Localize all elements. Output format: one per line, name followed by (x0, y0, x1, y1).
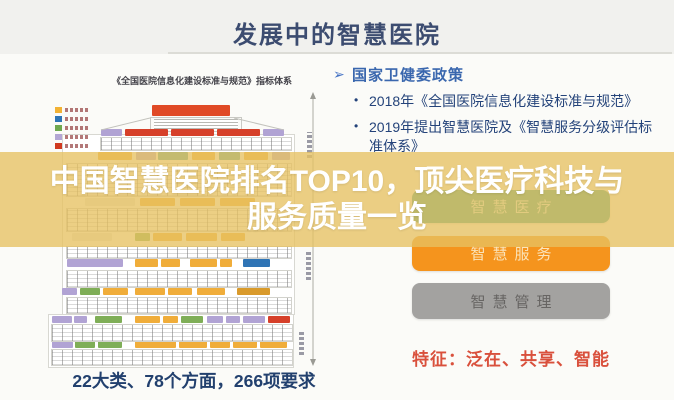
bar-segment (62, 288, 77, 295)
policy-bullet: 2018年《全国医院信息化建设标准与规范》 (352, 92, 666, 111)
bar-segment (243, 316, 265, 323)
diagram-legend (55, 107, 89, 149)
bar-segment (103, 288, 128, 295)
cell-strip (51, 324, 293, 342)
bar-segment (75, 341, 95, 348)
smart-management-box: 智慧管理 (412, 283, 610, 319)
cell-strip (66, 246, 292, 259)
chevron-right-icon: ➢ (333, 66, 345, 82)
slide-header: 发展中的智慧医院 (0, 0, 674, 54)
bar-segment (80, 288, 100, 295)
watermark-band: 中国智慧医院排名TOP10，顶尖医疗科技与 服务质量一览 (0, 152, 674, 247)
legend-item (55, 107, 89, 113)
page-title: 发展中的智慧医院 (233, 22, 441, 49)
bar-segment (135, 341, 176, 348)
bar-segment (171, 129, 214, 136)
diagram-title: 《全国医院信息化建设标准与规范》指标体系 (111, 76, 292, 86)
policy-bullet: 2019年提出智慧医院及《智慧服务分级评估标准体系》 (352, 118, 666, 156)
bar-segment (161, 259, 180, 267)
legend-label (65, 126, 89, 130)
legend-label (65, 144, 89, 148)
cell-strip (66, 297, 292, 314)
bar-segment (181, 316, 203, 323)
diagram-caption: 22大类、78个方面，266项要求 (72, 371, 316, 391)
bar-segment (101, 129, 122, 136)
pyramid-top-box (152, 105, 230, 116)
bar-segment (268, 316, 290, 323)
bar-segment (168, 288, 192, 295)
bar-segment (74, 316, 87, 323)
bar-segment (220, 259, 232, 267)
legend-swatch (55, 125, 62, 131)
axis-label-middle (306, 250, 311, 280)
bar-segment (190, 259, 217, 267)
legend-swatch (55, 134, 62, 140)
legend-swatch (55, 107, 62, 113)
bar-segment (260, 341, 287, 348)
bar-segment (197, 288, 225, 295)
bar-segment (207, 316, 223, 323)
bar-segment (217, 129, 260, 136)
bar-segment (95, 316, 122, 323)
bar-segment (52, 316, 72, 323)
legend-label (65, 108, 89, 112)
legend-label (65, 135, 89, 139)
policy-bullet-list: 2018年《全国医院信息化建设标准与规范》 2019年提出智慧医院及《智慧服务分… (352, 92, 666, 163)
bar-segment (179, 341, 207, 348)
bar-segment (163, 316, 178, 323)
watermark-line-1: 中国智慧医院排名TOP10，顶尖医疗科技与 (49, 165, 625, 198)
cell-strip (51, 349, 293, 366)
bar-segment (135, 316, 160, 323)
legend-item (55, 116, 89, 122)
watermark-line-2: 服务质量一览 (247, 201, 427, 234)
axis-label-top (307, 132, 312, 158)
bar-segment (135, 259, 158, 267)
legend-item (55, 125, 89, 131)
header-divider (168, 52, 672, 54)
bar-segment (243, 259, 270, 267)
bar-segment (125, 129, 168, 136)
bar-segment (52, 341, 73, 348)
bar-segment (67, 259, 123, 267)
bar-segment (263, 129, 284, 136)
axis-label-bottom (299, 331, 304, 355)
features-text: 特征：泛在、共享、智能 (412, 350, 610, 369)
bar-segment (98, 341, 122, 348)
bar-segment (237, 288, 270, 295)
bar-segment (210, 341, 230, 348)
bar-segment (135, 288, 165, 295)
legend-item (55, 134, 89, 140)
legend-swatch (55, 143, 62, 149)
cell-strip (100, 137, 292, 151)
legend-item (55, 143, 89, 149)
bar-segment (233, 341, 257, 348)
legend-swatch (55, 116, 62, 122)
cell-strip (66, 270, 292, 288)
legend-label (65, 117, 89, 121)
policy-heading: 国家卫健委政策 (352, 67, 465, 84)
bar-segment (226, 316, 240, 323)
